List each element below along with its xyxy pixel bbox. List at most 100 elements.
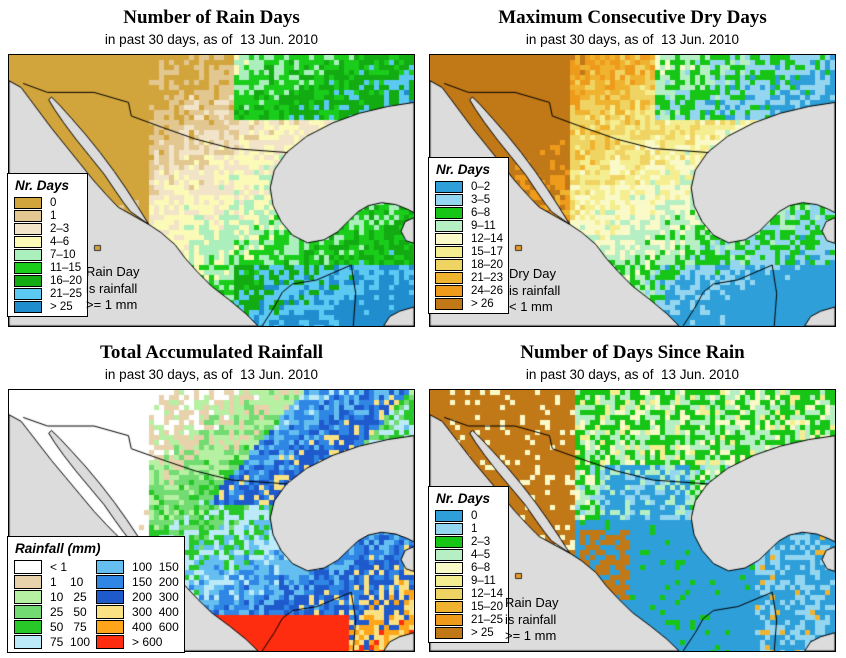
- map-rain-days: Nr. Days 0 1 2–3 4–6 7–10 11–15 16–20 21–25 > 25 …: [7, 54, 415, 327]
- legend-swatch: [435, 297, 463, 310]
- legend-swatch: [14, 574, 42, 589]
- legend-row: > 26: [435, 297, 503, 310]
- legend-title: Rainfall (mm): [15, 541, 101, 556]
- map-subtitle: in past 30 days, as of 13 Jun. 2010: [525, 367, 740, 382]
- legend-row: 7–10: [14, 248, 82, 261]
- legend-row: 3–5: [435, 193, 503, 206]
- legend-title: Nr. Days: [436, 162, 491, 177]
- legend-note: Dry Day is rainfall < 1 mm: [509, 266, 561, 315]
- legend-rain-days: Nr. Days 0 1 2–3 4–6 7–10 11–15 16–20 21–25 > 25: [7, 173, 88, 317]
- legend-row: 2–3: [435, 535, 503, 548]
- legend-row: 1 10: [14, 574, 90, 589]
- legend-label: 24–26: [471, 284, 503, 297]
- legend-swatch: [435, 271, 463, 284]
- legend-label: 11–15: [50, 261, 82, 274]
- legend-row: 0: [435, 509, 503, 522]
- legend-label: 0–2: [471, 180, 491, 193]
- legend-row: 0–2: [435, 180, 503, 193]
- legend-label: > 26: [471, 297, 494, 310]
- legend-row: 300 400: [96, 604, 179, 619]
- legend-label: 50 75: [50, 619, 87, 634]
- legend-dry-days: Nr. Days 0–2 3–5 6–8 9–11 12–14 15–17 18–20 21–2…: [428, 157, 509, 314]
- legend-row: 2–3: [14, 222, 82, 235]
- legend-row: 4–5: [435, 548, 503, 561]
- map-days-since-rain: Nr. Days 0 1 2–3 4–5 6–8 9–11 12–14 15–20 21–25 > …: [428, 389, 836, 652]
- legend-label: 10 25: [50, 589, 87, 604]
- legend-swatch: [14, 196, 42, 209]
- legend-note: Rain Day is rainfall >= 1 mm: [86, 264, 140, 313]
- legend-label: 0: [471, 509, 478, 522]
- legend-swatch: [435, 180, 463, 193]
- panel-rain-days: Number of Rain Days in past 30 days, as …: [7, 6, 415, 327]
- legend-swatch: [14, 604, 42, 619]
- legend-title: Nr. Days: [436, 491, 491, 506]
- legend-label: 75 100: [50, 634, 91, 649]
- legend-row: 15–17: [435, 245, 503, 258]
- legend-swatch: [14, 287, 42, 300]
- legend-row: 400 600: [96, 619, 179, 634]
- map-dry-days: Nr. Days 0–2 3–5 6–8 9–11 12–14 15–17 18–20 21–2…: [428, 54, 836, 327]
- legend-label: > 25: [50, 300, 73, 313]
- panel-accumulated-rainfall: Total Accumulated Rainfall in past 30 da…: [7, 341, 415, 653]
- legend-swatch: [96, 604, 125, 619]
- legend-swatch: [96, 589, 125, 604]
- legend-swatch: [435, 193, 463, 206]
- legend-row: 100 150: [96, 559, 179, 574]
- legend-column: 100 150 150 200 200 300 300 400 400 600 > 600: [96, 559, 179, 649]
- legend-label: 9–11: [471, 574, 496, 587]
- legend-swatch: [14, 300, 42, 313]
- legend-label: > 600: [132, 634, 163, 649]
- legend-swatch: [435, 535, 463, 548]
- legend-swatch: [96, 634, 125, 649]
- legend-row: 50 75: [14, 619, 90, 634]
- legend-swatch: [435, 522, 463, 535]
- legend-label: 150 200: [132, 574, 179, 589]
- page-title: Maximum Consecutive Dry Days: [498, 7, 767, 28]
- legend-row: 21–23: [435, 271, 503, 284]
- legend-label: 200 300: [132, 589, 179, 604]
- legend-row: 6–8: [435, 561, 503, 574]
- legend-swatch: [435, 219, 463, 232]
- legend-swatch: [435, 613, 463, 626]
- legend-row: 15–20: [435, 600, 503, 613]
- legend-swatch: [96, 574, 125, 589]
- legend-swatch: [435, 587, 463, 600]
- legend-swatch: [435, 258, 463, 271]
- legend-row: 1: [435, 522, 503, 535]
- legend-label: 18–20: [471, 258, 503, 271]
- legend-row: 9–11: [435, 219, 503, 232]
- legend-label: > 25: [471, 626, 494, 639]
- legend-row: 200 300: [96, 589, 179, 604]
- map-subtitle: in past 30 days, as of 13 Jun. 2010: [104, 367, 319, 382]
- legend-label: 2–3: [50, 222, 70, 235]
- legend-title: Nr. Days: [15, 178, 70, 193]
- legend-label: < 1: [50, 559, 68, 574]
- legend-days-since-rain: Nr. Days 0 1 2–3 4–5 6–8 9–11 12–14 15–20 21–25 > …: [428, 486, 509, 643]
- legend-swatch: [435, 232, 463, 245]
- legend-label: 21–25: [50, 287, 82, 300]
- legend-label: 15–20: [471, 600, 503, 613]
- legend-label: 400 600: [132, 619, 179, 634]
- legend-row: > 25: [435, 626, 503, 639]
- legend-swatch: [435, 284, 463, 297]
- legend-label: 7–10: [50, 248, 76, 261]
- legend-row: 12–14: [435, 587, 503, 600]
- legend-label: 21–25: [471, 613, 503, 626]
- legend-swatch: [14, 222, 42, 235]
- legend-label: 1 10: [50, 574, 84, 589]
- legend-swatch: [435, 626, 463, 639]
- legend-row: 25 50: [14, 604, 90, 619]
- page-title: Total Accumulated Rainfall: [99, 342, 324, 363]
- page-title: Number of Rain Days: [123, 7, 300, 28]
- legend-row: 4–6: [14, 235, 82, 248]
- legend-label: 4–6: [50, 235, 70, 248]
- legend-swatch: [14, 634, 42, 649]
- legend-swatch: [435, 206, 463, 219]
- panel-days-since-rain: Number of Days Since Rain in past 30 day…: [428, 341, 836, 652]
- legend-label: 100 150: [132, 559, 179, 574]
- legend-row: 6–8: [435, 206, 503, 219]
- legend-swatch: [14, 209, 42, 222]
- legend-label: 300 400: [132, 604, 179, 619]
